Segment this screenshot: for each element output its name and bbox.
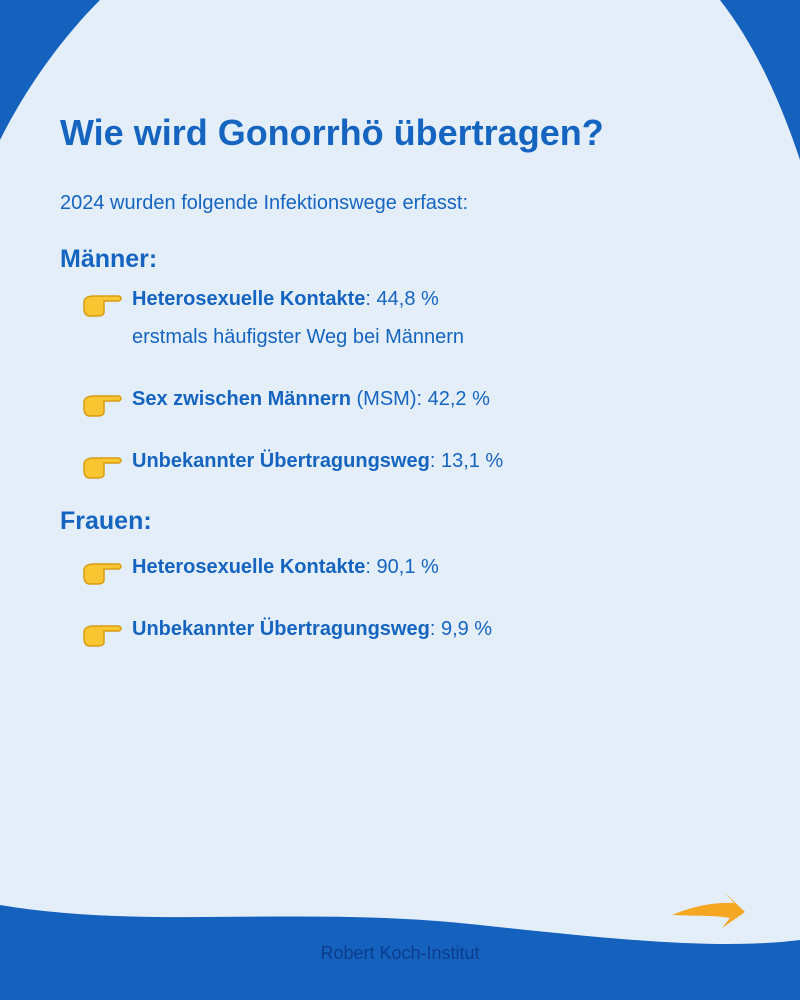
title: Wie wird Gonorrhö übertragen?	[60, 112, 604, 153]
item-detail: (MSM): 42,2 %	[350, 388, 490, 410]
item-detail: : 9,9 %	[429, 618, 493, 640]
list-item: Heterosexuelle Kontakte: 44,8 %	[132, 288, 439, 311]
pointing-hand-icon	[83, 563, 122, 585]
pointing-hand-icon	[83, 295, 122, 317]
pointing-hand-icon	[83, 625, 122, 647]
item-label: Unbekannter Übertragungsweg	[132, 618, 430, 640]
pointing-hand-icon	[83, 457, 122, 479]
pointing-hand-icon	[83, 395, 122, 417]
item-label: Heterosexuelle Kontakte	[132, 556, 366, 578]
item-note: erstmals häufigster Weg bei Männern	[132, 326, 465, 348]
footer: Robert Koch-Institut	[320, 943, 480, 963]
next-arrow[interactable]	[672, 893, 745, 928]
section-heading: Männer:	[60, 245, 158, 273]
section-heading: Frauen:	[60, 507, 152, 535]
item-label: Unbekannter Übertragungsweg	[132, 450, 430, 472]
list-item: Unbekannter Übertragungsweg: 13,1 %	[132, 450, 503, 473]
item-label: Sex zwischen Männern	[132, 388, 351, 410]
list-item: Unbekannter Übertragungsweg: 9,9 %	[132, 618, 492, 641]
item-detail: : 90,1 %	[365, 556, 439, 578]
list-item: Heterosexuelle Kontakte: 90,1 %	[132, 556, 439, 579]
item-detail: : 13,1 %	[429, 450, 504, 472]
item-label: Heterosexuelle Kontakte	[132, 288, 366, 310]
item-detail: : 44,8 %	[365, 288, 439, 310]
list-item: Sex zwischen Männern (MSM): 42,2 %	[132, 388, 490, 411]
intro: 2024 wurden folgende Infektionswege erfa…	[60, 192, 469, 214]
